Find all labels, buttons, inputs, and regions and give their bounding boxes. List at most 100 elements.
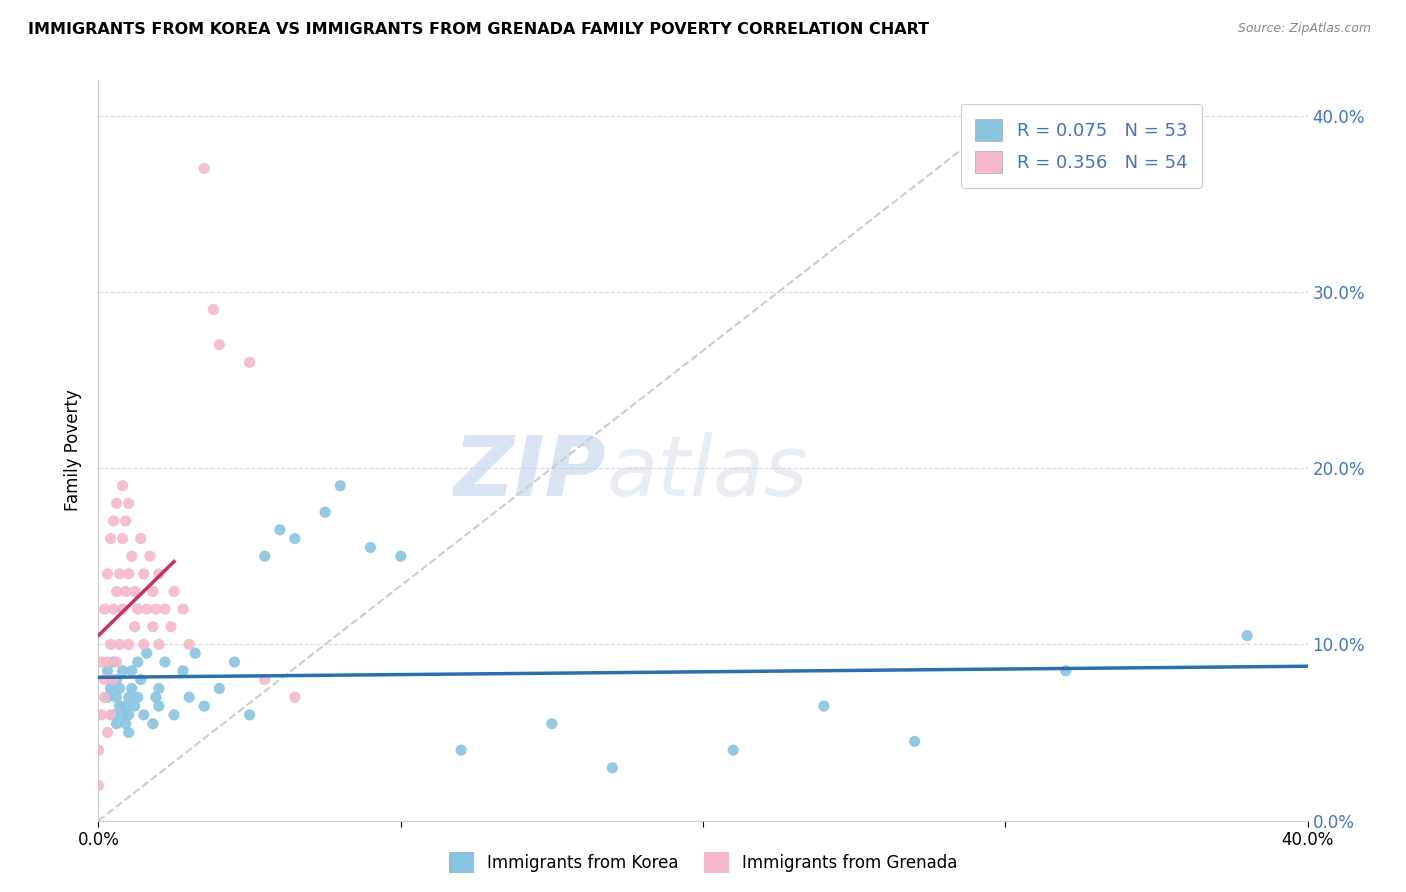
Point xyxy=(202,302,225,317)
Point xyxy=(148,681,170,696)
Point xyxy=(329,479,352,493)
Point xyxy=(121,664,143,678)
Point xyxy=(132,707,155,722)
Point xyxy=(118,566,141,581)
Point xyxy=(208,337,231,351)
Point xyxy=(193,161,215,176)
Point xyxy=(108,566,131,581)
Point xyxy=(148,699,170,714)
Legend: R = 0.075   N = 53, R = 0.356   N = 54: R = 0.075 N = 53, R = 0.356 N = 54 xyxy=(960,104,1202,188)
Point xyxy=(108,637,131,651)
Point xyxy=(96,690,118,705)
Point xyxy=(540,716,562,731)
Point xyxy=(103,707,125,722)
Point xyxy=(108,699,131,714)
Text: ZIP: ZIP xyxy=(454,432,606,513)
Point xyxy=(100,681,122,696)
Point xyxy=(153,602,176,616)
Point xyxy=(105,655,128,669)
Point xyxy=(253,549,276,564)
Point xyxy=(813,699,835,714)
Point xyxy=(132,566,155,581)
Point xyxy=(314,505,336,519)
Point xyxy=(100,637,122,651)
Point xyxy=(114,716,136,731)
Point xyxy=(129,673,152,687)
Point xyxy=(1236,628,1258,642)
Point xyxy=(96,725,118,739)
Point xyxy=(100,707,122,722)
Point xyxy=(172,664,194,678)
Point xyxy=(124,584,146,599)
Point xyxy=(121,549,143,564)
Legend: Immigrants from Korea, Immigrants from Grenada: Immigrants from Korea, Immigrants from G… xyxy=(441,846,965,880)
Point xyxy=(160,620,183,634)
Point xyxy=(602,761,624,775)
Text: IMMIGRANTS FROM KOREA VS IMMIGRANTS FROM GRENADA FAMILY POVERTY CORRELATION CHAR: IMMIGRANTS FROM KOREA VS IMMIGRANTS FROM… xyxy=(28,22,929,37)
Point xyxy=(90,707,112,722)
Point xyxy=(723,743,745,757)
Point xyxy=(114,514,136,528)
Point xyxy=(148,566,170,581)
Point xyxy=(93,602,115,616)
Point xyxy=(142,584,165,599)
Point xyxy=(284,690,307,705)
Point xyxy=(96,664,118,678)
Point xyxy=(389,549,412,564)
Point xyxy=(172,602,194,616)
Point xyxy=(163,707,186,722)
Point xyxy=(103,655,125,669)
Point xyxy=(100,532,122,546)
Point xyxy=(135,646,157,660)
Point xyxy=(145,690,167,705)
Point xyxy=(96,566,118,581)
Point xyxy=(111,532,134,546)
Point xyxy=(87,743,110,757)
Point xyxy=(103,673,125,687)
Point xyxy=(118,725,141,739)
Point xyxy=(184,646,207,660)
Point xyxy=(105,673,128,687)
Point xyxy=(118,637,141,651)
Point xyxy=(239,707,262,722)
Point xyxy=(208,681,231,696)
Point xyxy=(132,637,155,651)
Point xyxy=(108,681,131,696)
Text: Source: ZipAtlas.com: Source: ZipAtlas.com xyxy=(1237,22,1371,36)
Point xyxy=(127,655,149,669)
Point xyxy=(103,602,125,616)
Point xyxy=(142,620,165,634)
Point xyxy=(153,655,176,669)
Text: atlas: atlas xyxy=(606,432,808,513)
Point xyxy=(114,699,136,714)
Point xyxy=(105,496,128,510)
Point xyxy=(163,584,186,599)
Point xyxy=(105,690,128,705)
Point xyxy=(179,637,201,651)
Point xyxy=(105,716,128,731)
Point xyxy=(93,673,115,687)
Point xyxy=(105,584,128,599)
Point xyxy=(127,602,149,616)
Point xyxy=(114,584,136,599)
Point xyxy=(118,496,141,510)
Point xyxy=(87,778,110,792)
Point xyxy=(269,523,291,537)
Point xyxy=(127,690,149,705)
Point xyxy=(142,716,165,731)
Y-axis label: Family Poverty: Family Poverty xyxy=(65,390,83,511)
Point xyxy=(135,602,157,616)
Point xyxy=(148,637,170,651)
Point xyxy=(103,514,125,528)
Point xyxy=(239,355,262,369)
Point xyxy=(179,690,201,705)
Point xyxy=(193,699,215,714)
Point xyxy=(450,743,472,757)
Point xyxy=(360,541,382,555)
Point xyxy=(904,734,927,748)
Point xyxy=(145,602,167,616)
Point xyxy=(121,681,143,696)
Point xyxy=(93,690,115,705)
Point xyxy=(253,673,276,687)
Point xyxy=(96,655,118,669)
